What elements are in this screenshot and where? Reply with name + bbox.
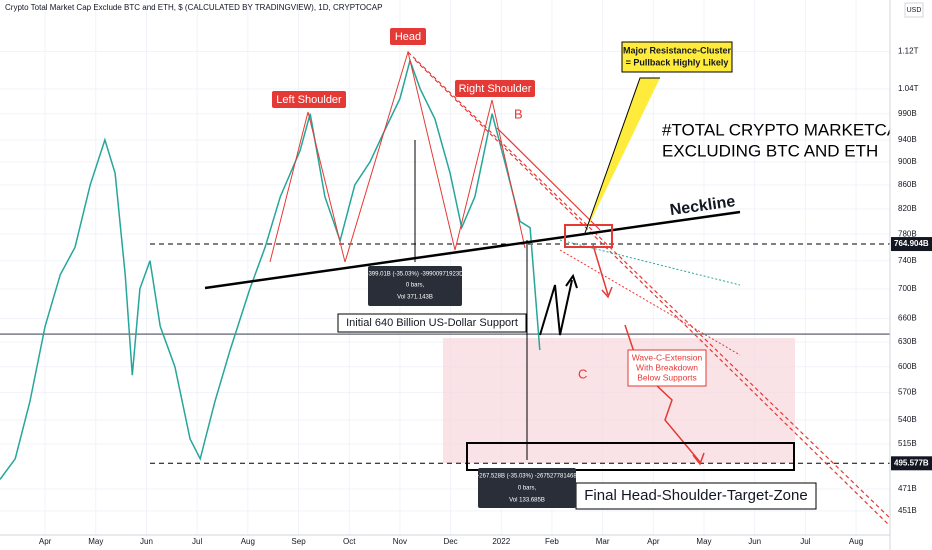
measure-box bbox=[368, 266, 462, 306]
headline: #TOTAL CRYPTO MARKETCAP bbox=[662, 120, 910, 139]
x-tick-label: Jun bbox=[140, 537, 153, 546]
y-tick-label: 660B bbox=[898, 314, 917, 323]
arrow-head bbox=[565, 273, 578, 289]
measure-text: 0 bars, bbox=[406, 283, 425, 289]
x-tick-label: Aug bbox=[241, 537, 255, 546]
callout-pointer bbox=[584, 77, 660, 234]
y-tick-label: 630B bbox=[898, 337, 917, 346]
wave-c-label: With Breakdown bbox=[636, 362, 698, 372]
trend-line bbox=[407, 51, 893, 521]
measure-box bbox=[478, 468, 576, 508]
x-tick-label: Jun bbox=[748, 537, 761, 546]
grid bbox=[0, 0, 890, 535]
label-bg bbox=[455, 80, 535, 97]
currency: USD bbox=[907, 7, 922, 14]
x-tick-label: Nov bbox=[393, 537, 407, 546]
price-tag bbox=[891, 456, 932, 471]
x-tick-label: Apr bbox=[39, 537, 52, 546]
y-tick-label: 1.12T bbox=[898, 47, 919, 56]
price-tag bbox=[891, 237, 932, 252]
measure-text: 0 bars, bbox=[518, 486, 537, 492]
y-tick-label: 471B bbox=[898, 484, 917, 493]
target-label-box bbox=[575, 482, 817, 510]
c-label: C bbox=[578, 366, 587, 381]
y-tick-label: 780B bbox=[898, 229, 917, 238]
y-tick-label: 570B bbox=[898, 388, 917, 397]
x-tick-label: May bbox=[696, 537, 711, 546]
arrow-head bbox=[692, 452, 705, 466]
axes: 451B 471B 515B 540B 570B 600B 630B 660B 700B 740B… bbox=[39, 47, 932, 546]
target-label: Final Head-Shoulder-Target-Zone bbox=[584, 487, 807, 504]
x-tick-label: Jul bbox=[800, 537, 810, 546]
x-tick-label: Mar bbox=[596, 537, 610, 546]
y-tick-label: 1.04T bbox=[898, 84, 919, 93]
currency-box bbox=[904, 2, 924, 18]
trend-line bbox=[414, 59, 893, 529]
arrow-head bbox=[601, 286, 613, 299]
wave-c-label: Below Supports bbox=[637, 372, 697, 382]
y-tick-label: 990B bbox=[898, 109, 917, 118]
y-tick-label: 820B bbox=[898, 204, 917, 213]
callout-bg bbox=[621, 41, 733, 73]
label-bg bbox=[272, 91, 346, 108]
neckline bbox=[204, 210, 741, 290]
x-tick-label: Apr bbox=[647, 537, 660, 546]
b-label: B bbox=[514, 106, 523, 121]
x-tick-label: Sep bbox=[291, 537, 306, 546]
target-box bbox=[466, 442, 795, 471]
y-tick-label: 860B bbox=[898, 180, 917, 189]
y-tick-label: 940B bbox=[898, 135, 917, 144]
dotted-line bbox=[559, 239, 741, 286]
label-bg bbox=[390, 28, 426, 45]
y-tick-label: 540B bbox=[898, 415, 917, 424]
x-tick-label: Oct bbox=[343, 537, 356, 546]
y-tick-label: 600B bbox=[898, 362, 917, 371]
y-tick-label: 700B bbox=[898, 284, 917, 293]
wave-c-box bbox=[627, 349, 707, 387]
price-line bbox=[0, 57, 541, 480]
pattern-lines bbox=[204, 50, 893, 529]
wave-arrow bbox=[539, 279, 573, 336]
x-tick-label: Jul bbox=[192, 537, 202, 546]
y-tick-label: 515B bbox=[898, 439, 917, 448]
chart-title: Crypto Total Market Cap Exclude BTC and … bbox=[5, 3, 382, 12]
left-shoulder-label: Left Shoulder bbox=[276, 94, 342, 106]
headline: EXCLUDING BTC AND ETH bbox=[662, 141, 878, 160]
y-tick-label: 451B bbox=[898, 506, 917, 515]
price-tag-label: 495.577B bbox=[894, 458, 929, 467]
x-tick-label: 2022 bbox=[492, 537, 510, 546]
target-area bbox=[443, 338, 795, 463]
support-label: Initial 640 Billion US-Dollar Support bbox=[346, 317, 518, 329]
head-lines bbox=[344, 50, 526, 263]
dotted-line bbox=[559, 249, 741, 356]
measure-text: -399.01B (-35.03%) -39900971923D bbox=[366, 272, 464, 278]
x-tick-label: Dec bbox=[443, 537, 457, 546]
wave-c-label: Wave-C-Extension bbox=[632, 352, 703, 362]
support-box bbox=[337, 313, 527, 333]
callout-text: = Pullback Highly Likely bbox=[626, 57, 729, 67]
x-tick-label: May bbox=[88, 537, 103, 546]
price-tag-label: 764.904B bbox=[894, 239, 929, 248]
y-tick-label: 900B bbox=[898, 157, 917, 166]
measure-text: Vol 371.143B bbox=[397, 295, 433, 301]
measure-text: Vol 133.685B bbox=[509, 498, 545, 504]
y-tick-label: 740B bbox=[898, 256, 917, 265]
b-line bbox=[496, 127, 601, 231]
x-tick-label: Feb bbox=[545, 537, 559, 546]
right-shoulder-label: Right Shoulder bbox=[459, 83, 532, 95]
head-label: Head bbox=[395, 31, 421, 43]
callout-text: Major Resistance-Cluster bbox=[623, 45, 732, 55]
measure-text: -267.528B (-35.03%) -267527781468 bbox=[477, 474, 577, 480]
left-shoulder-lines bbox=[269, 111, 346, 263]
red-arrow bbox=[592, 244, 609, 296]
x-tick-label: Aug bbox=[849, 537, 863, 546]
